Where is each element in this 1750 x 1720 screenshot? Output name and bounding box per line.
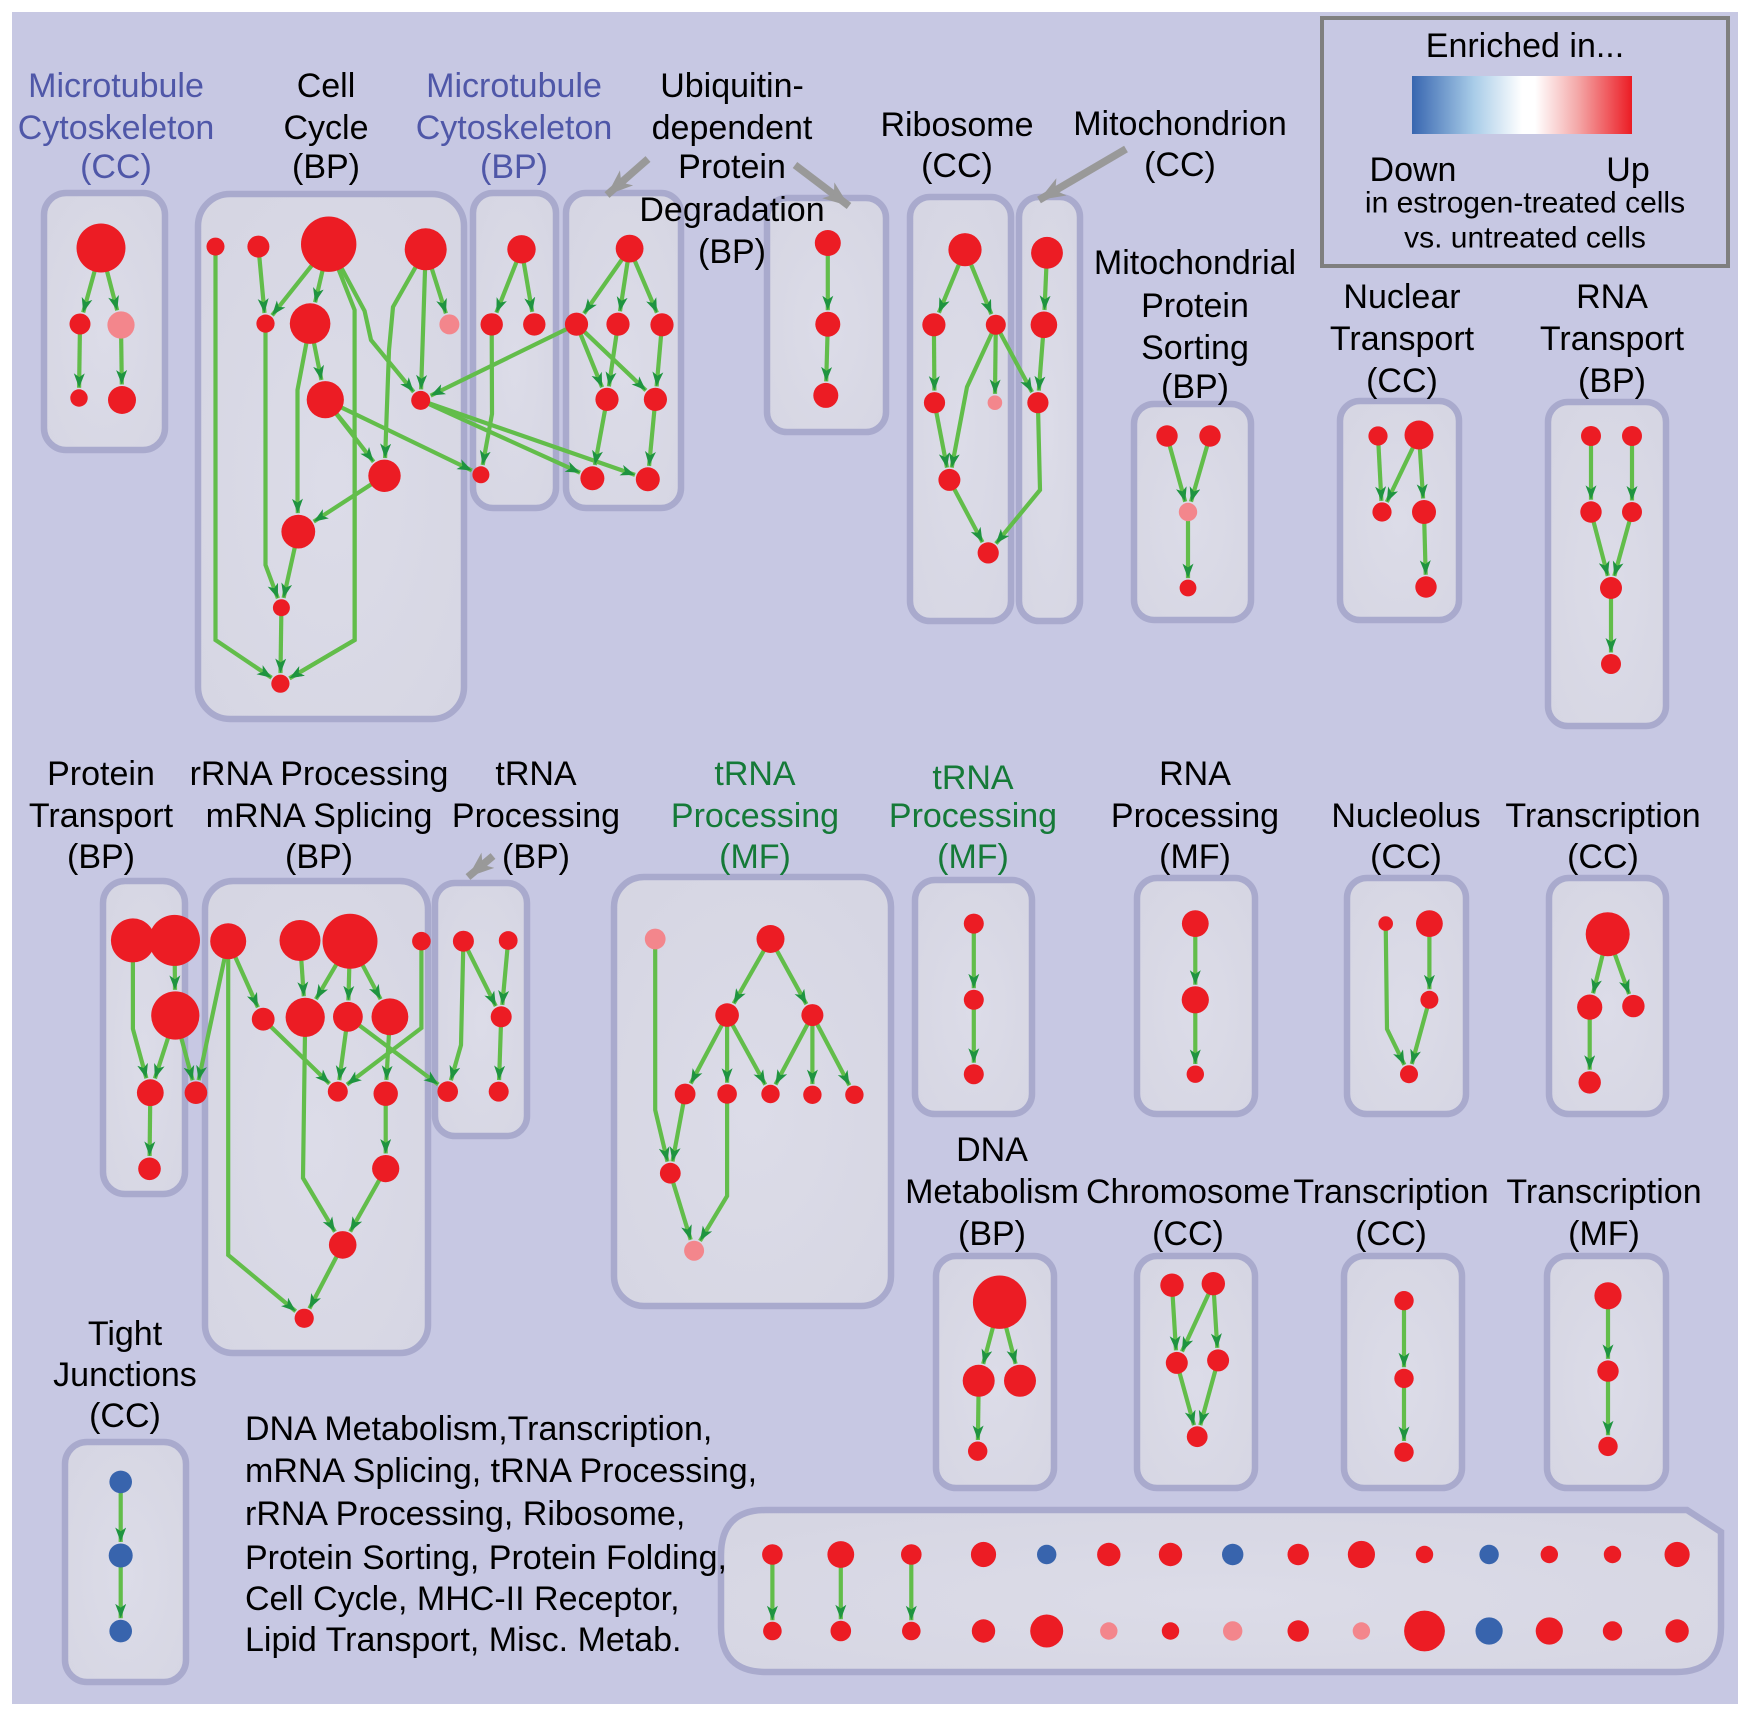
svg-text:tRNA: tRNA: [714, 755, 796, 793]
svg-text:Mitochondrial: Mitochondrial: [1094, 244, 1296, 282]
svg-text:Protein: Protein: [1141, 287, 1249, 325]
svg-text:Protein Sorting, Protein Foldi: Protein Sorting, Protein Folding,: [245, 1539, 727, 1577]
svg-text:RNA: RNA: [1576, 278, 1648, 316]
svg-text:Degradation: Degradation: [639, 191, 824, 229]
svg-text:(BP): (BP): [285, 838, 353, 876]
svg-text:(CC): (CC): [89, 1397, 161, 1435]
svg-text:Junctions: Junctions: [53, 1356, 197, 1394]
svg-text:vs. untreated cells: vs. untreated cells: [1404, 222, 1646, 255]
svg-text:Cell Cycle, MHC-II Receptor,: Cell Cycle, MHC-II Receptor,: [245, 1580, 680, 1618]
svg-text:mRNA Splicing: mRNA Splicing: [206, 797, 433, 835]
svg-text:Tight: Tight: [88, 1315, 163, 1353]
svg-text:Chromosome: Chromosome: [1086, 1173, 1290, 1211]
svg-text:(BP): (BP): [292, 148, 360, 186]
svg-text:tRNA: tRNA: [495, 755, 577, 793]
svg-text:(CC): (CC): [921, 147, 993, 185]
svg-text:(BP): (BP): [502, 838, 570, 876]
svg-text:(CC): (CC): [1355, 1215, 1427, 1253]
svg-text:Transcription: Transcription: [1293, 1173, 1488, 1211]
svg-text:(BP): (BP): [1161, 368, 1229, 406]
svg-text:Processing: Processing: [889, 797, 1057, 835]
svg-text:(CC): (CC): [1567, 838, 1639, 876]
svg-text:(BP): (BP): [1578, 362, 1646, 400]
svg-text:Processing: Processing: [671, 797, 839, 835]
svg-text:Transcription: Transcription: [1506, 1173, 1701, 1211]
svg-text:Protein: Protein: [678, 148, 786, 186]
svg-text:(BP): (BP): [958, 1215, 1026, 1253]
svg-text:Microtubule: Microtubule: [28, 67, 204, 105]
svg-text:(CC): (CC): [1370, 838, 1442, 876]
svg-text:Transport: Transport: [1540, 320, 1685, 358]
svg-text:(CC): (CC): [1152, 1215, 1224, 1253]
svg-text:Transport: Transport: [29, 797, 174, 835]
svg-text:(BP): (BP): [480, 148, 548, 186]
svg-text:rRNA Processing, Ribosome,: rRNA Processing, Ribosome,: [245, 1495, 685, 1533]
svg-text:RNA: RNA: [1159, 755, 1231, 793]
svg-text:Cycle: Cycle: [283, 109, 368, 147]
svg-text:Ubiquitin-: Ubiquitin-: [660, 67, 804, 105]
svg-text:Lipid Transport, Misc. Metab.: Lipid Transport, Misc. Metab.: [245, 1621, 682, 1659]
svg-text:Down: Down: [1370, 151, 1457, 189]
svg-text:Transport: Transport: [1330, 320, 1475, 358]
svg-text:Microtubule: Microtubule: [426, 67, 602, 105]
svg-text:Sorting: Sorting: [1141, 329, 1249, 367]
svg-text:(MF): (MF): [719, 838, 791, 876]
svg-text:Cytoskeleton: Cytoskeleton: [18, 109, 215, 147]
svg-text:Processing: Processing: [452, 797, 620, 835]
svg-text:(BP): (BP): [698, 233, 766, 271]
svg-text:Enriched in...: Enriched in...: [1426, 27, 1624, 65]
svg-text:Transcription: Transcription: [1505, 797, 1700, 835]
svg-text:Ribosome: Ribosome: [880, 106, 1033, 144]
svg-text:(CC): (CC): [80, 148, 152, 186]
svg-text:Cytoskeleton: Cytoskeleton: [416, 109, 613, 147]
svg-text:(MF): (MF): [1568, 1215, 1640, 1253]
svg-text:Metabolism: Metabolism: [905, 1173, 1079, 1211]
svg-text:(MF): (MF): [937, 838, 1009, 876]
svg-text:(MF): (MF): [1159, 838, 1231, 876]
svg-text:in estrogen-treated cells: in estrogen-treated cells: [1365, 187, 1685, 220]
svg-text:rRNA Processing: rRNA Processing: [190, 755, 449, 793]
svg-text:Protein: Protein: [47, 755, 155, 793]
svg-text:dependent: dependent: [652, 109, 813, 147]
svg-text:Mitochondrion: Mitochondrion: [1073, 105, 1287, 143]
svg-text:Processing: Processing: [1111, 797, 1279, 835]
svg-text:Nucleolus: Nucleolus: [1331, 797, 1480, 835]
svg-text:tRNA: tRNA: [932, 759, 1014, 797]
svg-text:Nuclear: Nuclear: [1343, 278, 1460, 316]
svg-text:(BP): (BP): [67, 838, 135, 876]
svg-text:Cell: Cell: [297, 67, 356, 105]
svg-text:Up: Up: [1606, 151, 1649, 189]
svg-text:DNA: DNA: [956, 1131, 1028, 1169]
svg-text:(CC): (CC): [1366, 362, 1438, 400]
svg-text:mRNA Splicing, tRNA Processing: mRNA Splicing, tRNA Processing,: [245, 1452, 757, 1490]
svg-text:(CC): (CC): [1144, 146, 1216, 184]
svg-text:DNA Metabolism,Transcription,: DNA Metabolism,Transcription,: [245, 1410, 712, 1448]
